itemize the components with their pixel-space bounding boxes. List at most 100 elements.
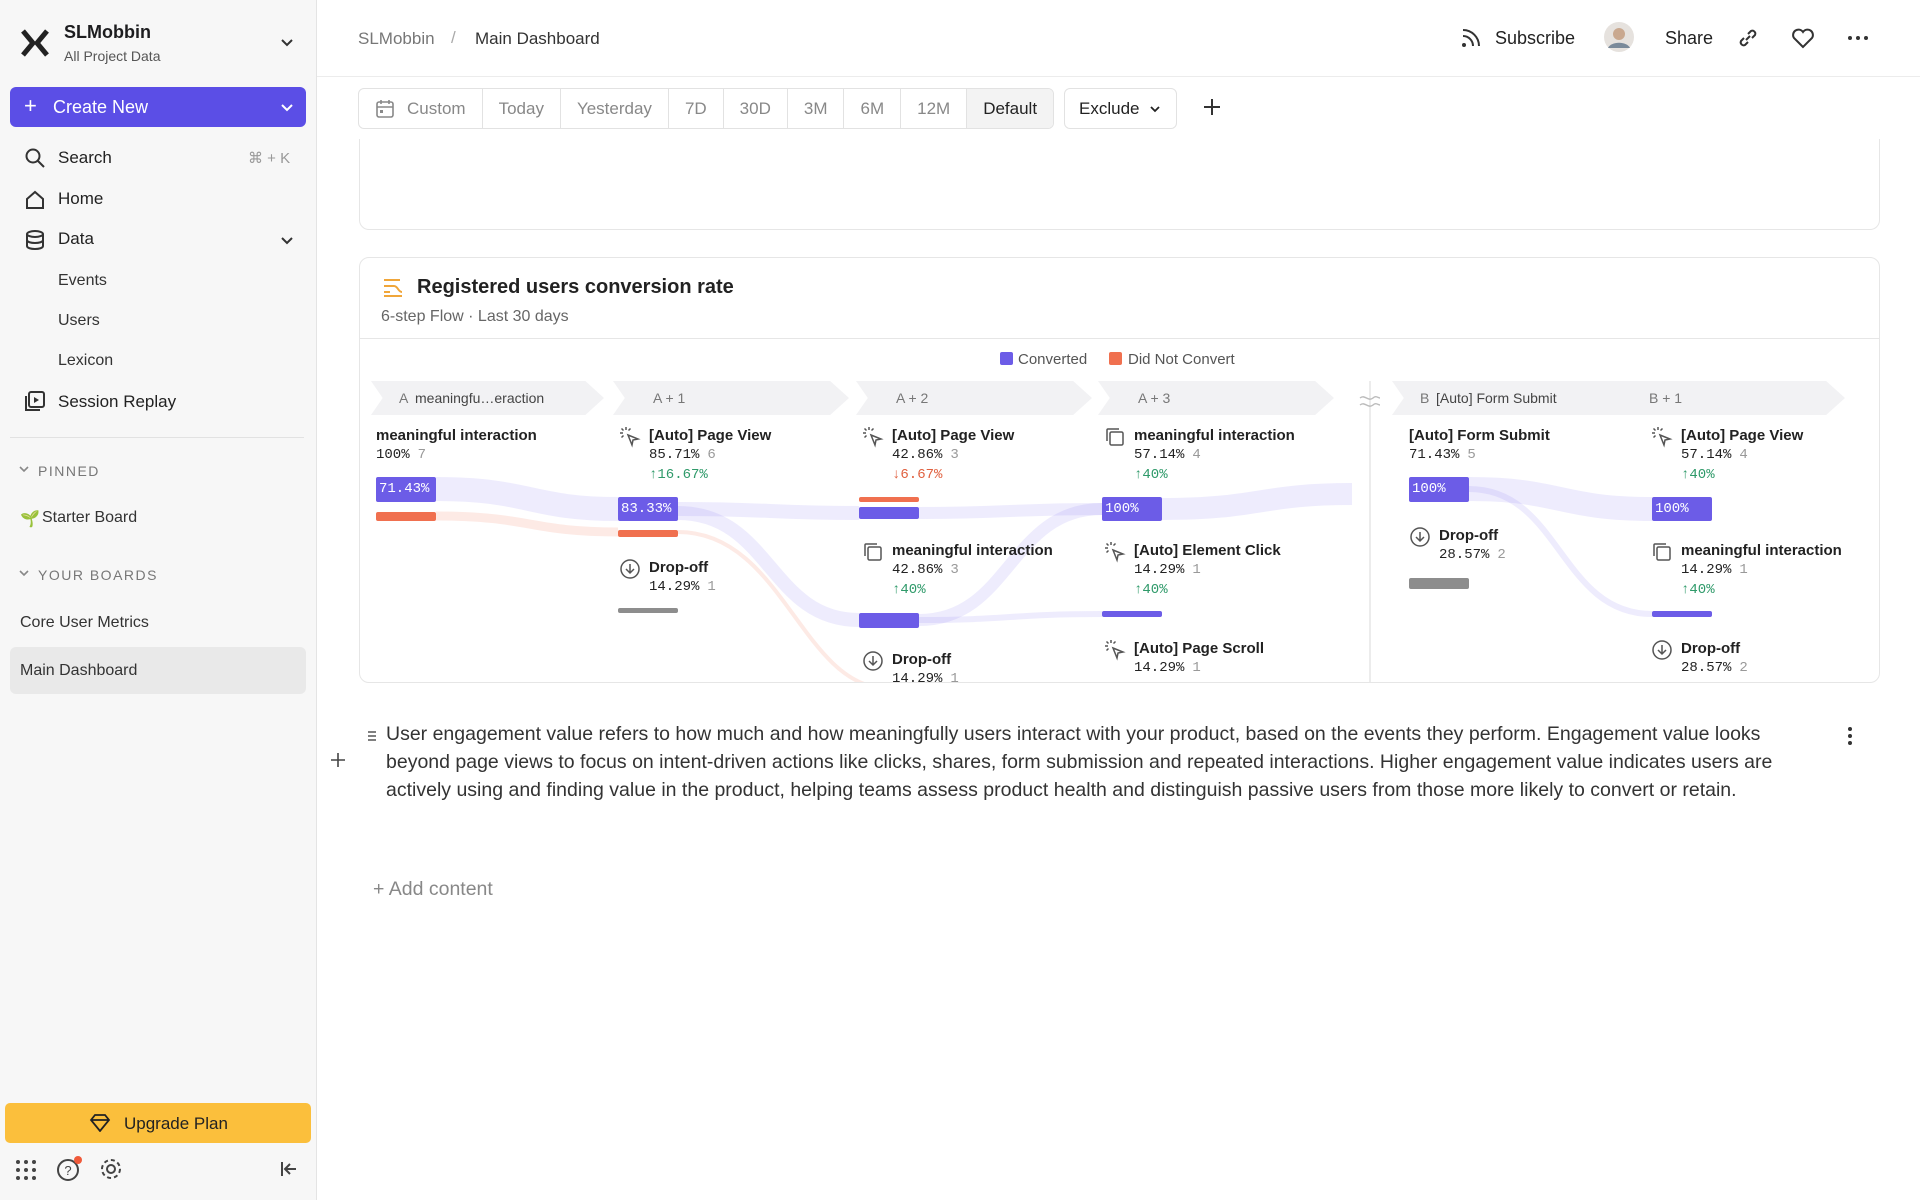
node-name[interactable]: meaningful interaction bbox=[892, 542, 1053, 559]
apps-icon[interactable] bbox=[14, 1158, 38, 1182]
divider bbox=[10, 437, 304, 438]
node-icon bbox=[1409, 526, 1431, 553]
step-header[interactable]: B [Auto] Form Submit bbox=[1392, 381, 1628, 415]
node-percent: 57.14% bbox=[1681, 447, 1732, 463]
flow-bar bbox=[859, 613, 919, 628]
data[interactable]: Data bbox=[58, 229, 94, 248]
card-subtitle: 6-step Flow · Last 30 days bbox=[381, 308, 569, 325]
date-range-option[interactable]: Custom bbox=[359, 89, 483, 128]
flow-bar bbox=[376, 512, 436, 521]
node-stats: 14.29% 1 bbox=[1134, 562, 1201, 578]
pinned-board[interactable]: Starter Board bbox=[42, 509, 138, 526]
nav-lexicon[interactable]: Lexicon bbox=[58, 352, 114, 369]
exclude-button[interactable]: Exclude bbox=[1064, 88, 1177, 129]
node-name[interactable]: Drop-off bbox=[1681, 640, 1741, 657]
legend-swatch bbox=[1000, 352, 1013, 365]
node-stats: 100% 7 bbox=[376, 447, 426, 463]
upgrade-button[interactable]: Upgrade Plan bbox=[5, 1103, 311, 1143]
step-name: [Auto] Form Submit bbox=[1436, 390, 1557, 406]
node-name[interactable]: [Auto] Page View bbox=[892, 427, 1015, 444]
home[interactable]: Home bbox=[58, 189, 104, 208]
node-name[interactable]: [Auto] Page View bbox=[649, 427, 772, 444]
node-count: 2 bbox=[1497, 547, 1506, 563]
node-name[interactable]: Drop-off bbox=[892, 651, 952, 668]
node-stats: 57.14% 4 bbox=[1134, 447, 1201, 463]
node-icon bbox=[862, 650, 884, 677]
more-icon[interactable] bbox=[1847, 35, 1869, 41]
link-icon[interactable] bbox=[1737, 27, 1759, 49]
breadcrumb-root[interactable]: SLMobbin bbox=[358, 29, 435, 48]
add-block[interactable] bbox=[330, 752, 346, 768]
card-title[interactable]: Registered users conversion rate bbox=[417, 276, 734, 298]
step-header[interactable]: A + 1 bbox=[613, 381, 849, 415]
exclude-label: Exclude bbox=[1079, 99, 1140, 118]
node-name[interactable]: [Auto] Page Scroll bbox=[1134, 640, 1265, 657]
node-stats: 57.14% 4 bbox=[1681, 447, 1748, 463]
node-name[interactable]: meaningful interaction bbox=[376, 427, 537, 444]
node-change: ↑40% bbox=[1681, 467, 1715, 483]
text-block[interactable]: User engagement value refers to how much… bbox=[386, 723, 1773, 801]
node-name[interactable]: [Auto] Element Click bbox=[1134, 542, 1281, 559]
flow-ribbons bbox=[435, 381, 1653, 682]
session-replay[interactable]: Session Replay bbox=[58, 392, 177, 411]
sidebar: SLMobbin All Project Data + Create New S… bbox=[0, 0, 317, 1200]
date-range-option[interactable]: Yesterday bbox=[561, 89, 669, 128]
favorite-icon[interactable] bbox=[1791, 27, 1815, 49]
share[interactable]: Share bbox=[1665, 28, 1714, 48]
flow-bar bbox=[1652, 611, 1712, 617]
node-icon bbox=[619, 426, 641, 453]
chevron[interactable] bbox=[280, 236, 294, 246]
step-header[interactable]: A + 2 bbox=[856, 381, 1092, 415]
nav-users[interactable]: Users bbox=[58, 312, 100, 329]
svg-text:?: ? bbox=[64, 1163, 71, 1178]
chevron[interactable] bbox=[18, 465, 30, 475]
avatar[interactable] bbox=[1603, 21, 1635, 53]
node-count: 3 bbox=[950, 562, 959, 578]
add-filter[interactable] bbox=[1203, 98, 1221, 116]
block-menu[interactable] bbox=[1846, 726, 1854, 746]
subscribe[interactable]: Subscribe bbox=[1495, 28, 1576, 48]
create-new-button[interactable]: + Create New bbox=[10, 87, 306, 127]
node-change: ↓6.67% bbox=[892, 467, 943, 483]
node-stats: 28.57% 2 bbox=[1681, 660, 1748, 676]
chevron[interactable] bbox=[280, 38, 294, 48]
node-name[interactable]: meaningful interaction bbox=[1134, 427, 1295, 444]
replay-icon bbox=[25, 391, 45, 411]
nav-events[interactable]: Events bbox=[58, 272, 107, 289]
date-range-option[interactable]: 30D bbox=[724, 89, 788, 128]
node-name[interactable]: [Auto] Form Submit bbox=[1409, 427, 1550, 444]
step-header[interactable]: A + 3 bbox=[1098, 381, 1334, 415]
date-range-option[interactable]: Default bbox=[967, 89, 1054, 128]
help-icon[interactable]: ? bbox=[56, 1155, 84, 1183]
date-range-option[interactable]: 7D bbox=[669, 89, 724, 128]
node-name[interactable]: [Auto] Page View bbox=[1681, 427, 1804, 444]
subscribe-icon bbox=[1462, 29, 1480, 47]
node-percent: 14.29% bbox=[649, 579, 700, 595]
node-percent: 57.14% bbox=[1134, 447, 1185, 463]
flow-bar: 71.43% bbox=[376, 477, 436, 502]
step-header[interactable]: B + 1 bbox=[1609, 381, 1845, 415]
date-range-option[interactable]: Today bbox=[483, 89, 561, 128]
node-icon bbox=[1651, 426, 1673, 453]
board-item[interactable]: Core User Metrics bbox=[20, 614, 149, 631]
step-name: meaningfu…eraction bbox=[415, 390, 545, 406]
node-name[interactable]: Drop-off bbox=[1439, 527, 1499, 544]
collapse-icon[interactable] bbox=[280, 1160, 300, 1178]
drag-handle[interactable] bbox=[367, 730, 377, 742]
board-item-active[interactable]: Main Dashboard bbox=[10, 647, 306, 694]
date-range-option[interactable]: 6M bbox=[844, 89, 902, 128]
add-content[interactable]: + Add content bbox=[373, 878, 493, 900]
node-name[interactable]: Drop-off bbox=[649, 559, 709, 576]
flow-card: Registered users conversion rate 6-step … bbox=[359, 257, 1880, 683]
breadcrumb-current: Main Dashboard bbox=[475, 29, 600, 48]
chevron[interactable] bbox=[18, 569, 30, 579]
breadcrumb-separator: / bbox=[451, 28, 456, 47]
node-name[interactable]: meaningful interaction bbox=[1681, 542, 1842, 559]
date-range-option[interactable]: 3M bbox=[788, 89, 845, 128]
search[interactable]: Search bbox=[58, 148, 112, 167]
workspace-name[interactable]: SLMobbin bbox=[64, 22, 151, 42]
date-range-option[interactable]: 12M bbox=[901, 89, 968, 128]
node-percent: 42.86% bbox=[892, 447, 943, 463]
settings-icon[interactable] bbox=[99, 1157, 123, 1181]
